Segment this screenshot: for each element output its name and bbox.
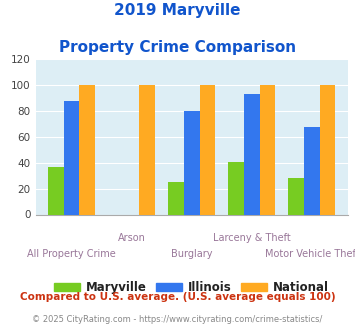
Bar xyxy=(200,85,215,214)
Bar xyxy=(48,167,64,214)
Text: Larceny & Theft: Larceny & Theft xyxy=(213,233,291,243)
Text: Burglary: Burglary xyxy=(171,249,212,259)
Bar xyxy=(184,111,200,214)
Bar xyxy=(320,85,335,214)
Legend: Maryville, Illinois, National: Maryville, Illinois, National xyxy=(49,276,334,299)
Bar xyxy=(304,127,320,214)
Bar xyxy=(244,94,260,214)
Text: Compared to U.S. average. (U.S. average equals 100): Compared to U.S. average. (U.S. average … xyxy=(20,292,335,302)
Bar xyxy=(140,85,155,214)
Text: © 2025 CityRating.com - https://www.cityrating.com/crime-statistics/: © 2025 CityRating.com - https://www.city… xyxy=(32,315,323,324)
Bar xyxy=(288,178,304,214)
Text: Property Crime Comparison: Property Crime Comparison xyxy=(59,40,296,54)
Bar xyxy=(80,85,95,214)
Bar xyxy=(168,182,184,214)
Bar xyxy=(260,85,275,214)
Text: All Property Crime: All Property Crime xyxy=(27,249,116,259)
Bar xyxy=(228,161,244,214)
Text: Motor Vehicle Theft: Motor Vehicle Theft xyxy=(264,249,355,259)
Bar xyxy=(64,101,80,214)
Text: 2019 Maryville: 2019 Maryville xyxy=(114,3,241,18)
Text: Arson: Arson xyxy=(118,233,146,243)
